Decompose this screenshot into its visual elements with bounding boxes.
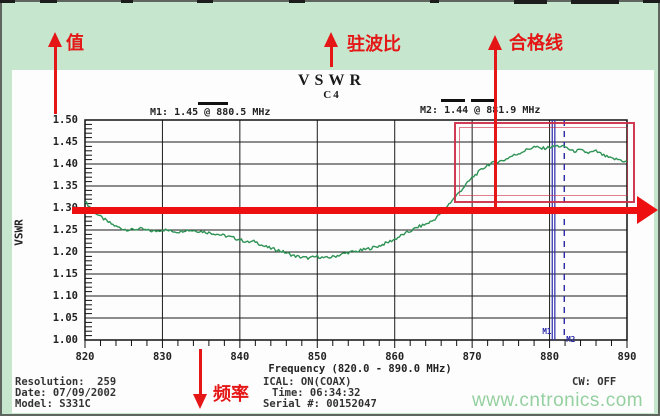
marker2-readout: M2: 1.44 @ 881.9 MHz xyxy=(420,105,541,116)
marker2-symbol-bar-a xyxy=(441,99,465,102)
limit-line xyxy=(72,207,638,214)
crop-artifact-dash xyxy=(643,0,660,3)
y-tick-label: 1.50 xyxy=(52,114,78,126)
status-cw: CW: OFF xyxy=(572,376,617,388)
status-resolution: Resolution: 259 xyxy=(15,376,117,388)
crop-artifact-dash xyxy=(0,0,15,3)
value-arrow-label: 值 xyxy=(66,33,84,54)
x-tick-label: 820 xyxy=(75,351,95,363)
y-tick-label: 1.45 xyxy=(52,136,78,148)
pass-line-arrow-line xyxy=(494,49,497,210)
y-tick-label: 1.10 xyxy=(52,290,78,302)
frequency-arrow-label: 频率 xyxy=(213,384,249,405)
y-tick-label: 1.30 xyxy=(52,202,78,214)
marker1-symbol-bar xyxy=(198,102,228,105)
value-arrow-line xyxy=(54,46,57,114)
frequency-arrow-down-icon xyxy=(193,394,207,409)
status-model: Model: S331C xyxy=(15,398,91,410)
vswr-arrow-up-icon xyxy=(324,32,338,47)
watermark: www.cntronics.com xyxy=(472,390,644,411)
marker2-symbol-bar-b xyxy=(471,99,495,102)
marker1-readout: M1: 1.45 @ 880.5 MHz xyxy=(150,107,271,118)
y-tick-label: 1.00 xyxy=(52,334,78,346)
value-arrow-up-icon xyxy=(48,32,62,47)
limit-line-arrowhead-icon xyxy=(637,196,658,224)
x-tick-label: 860 xyxy=(385,351,405,363)
crop-artifact-dash xyxy=(289,0,305,3)
pass-line-arrow-up-icon xyxy=(488,35,502,50)
y-tick-label: 1.35 xyxy=(52,180,78,192)
vswr-arrow-line xyxy=(330,46,333,67)
x-tick-label: 850 xyxy=(307,351,327,363)
x-tick-label: 840 xyxy=(230,351,250,363)
crop-artifact-dash xyxy=(40,0,57,3)
x-axis-title: Frequency (820.0 - 890.0 MHz) xyxy=(268,363,452,375)
x-tick-label: 880 xyxy=(540,351,560,363)
y-tick-label: 1.40 xyxy=(52,158,78,170)
chart-subtitle: C4 xyxy=(323,89,341,101)
y-tick-label: 1.20 xyxy=(52,246,78,258)
frequency-arrow-line xyxy=(199,349,202,395)
status-time: Time: 06:34:32 xyxy=(272,387,361,399)
chart-title: VSWR xyxy=(297,72,366,89)
highlight-box-inner xyxy=(459,127,628,196)
pass-line-arrow-label: 合格线 xyxy=(509,33,563,54)
crop-artifact-dash xyxy=(571,0,619,4)
y-tick-label: 1.05 xyxy=(52,312,78,324)
vswr-arrow-label: 驻波比 xyxy=(347,34,401,55)
y-tick-label: 1.15 xyxy=(52,268,78,280)
crop-artifact-dash xyxy=(121,0,133,3)
crop-artifact-dash xyxy=(197,0,213,3)
x-tick-label: 890 xyxy=(617,351,637,363)
status-cal: ICAL: ON(COAX) xyxy=(263,376,352,388)
y-axis-title: VSWR xyxy=(12,219,26,246)
y-tick-label: 1.25 xyxy=(52,224,78,236)
x-tick-label: 870 xyxy=(462,351,482,363)
x-tick-label: 830 xyxy=(152,351,172,363)
status-serial: Serial #: 00152047 xyxy=(263,398,377,410)
crop-artifact-dash xyxy=(514,0,547,4)
crop-artifact-dash xyxy=(430,0,439,3)
status-date: Date: 07/09/2002 xyxy=(15,387,117,399)
